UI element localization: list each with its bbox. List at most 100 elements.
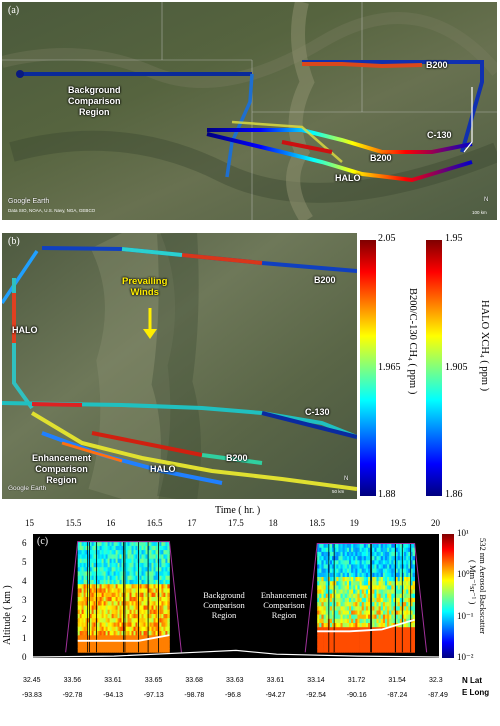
- curtain-cell: [332, 543, 335, 549]
- curtain-cell: [338, 610, 341, 616]
- panel-b-label: (b): [8, 236, 20, 247]
- curtain-cell: [363, 581, 367, 586]
- curtain-cell: [115, 584, 118, 589]
- latitude-tick: 33.63: [226, 677, 244, 684]
- curtain-cell: [344, 560, 348, 565]
- curtain-cell: [151, 618, 154, 623]
- curtain-cell: [378, 614, 382, 620]
- curtain-cell: [365, 560, 369, 565]
- panel-a-label: (a): [8, 5, 20, 16]
- curtain-cell: [125, 554, 128, 560]
- curtain-cell: [361, 568, 365, 574]
- curtain-cell: [329, 597, 333, 603]
- curtain-cell: [155, 550, 158, 555]
- curtain-cell: [161, 541, 164, 547]
- curtain-cell: [412, 610, 415, 616]
- curtain-cell: [317, 585, 320, 590]
- curtain-cell: [79, 541, 83, 547]
- curtain-cell: [131, 643, 134, 649]
- curtain-cell: [378, 543, 382, 549]
- curtain-cell: [129, 588, 132, 594]
- curtain-cell: [355, 597, 358, 603]
- curtain-cell: [127, 605, 130, 611]
- curtain-cell: [387, 543, 390, 549]
- curtain-cell: [83, 550, 86, 555]
- curtain-cell: [161, 550, 164, 555]
- curtain-cell: [129, 567, 132, 572]
- curtain-cell: [81, 571, 84, 577]
- curtain-cell: [363, 547, 367, 553]
- curtain-cell: [387, 623, 390, 628]
- curtain-cell: [412, 581, 415, 586]
- curtain-cell: [119, 554, 122, 560]
- curtain-cell: [317, 581, 320, 586]
- curtain-cell: [113, 554, 116, 560]
- curtain-cell: [165, 631, 168, 636]
- curtain-cell: [385, 606, 388, 611]
- curtain-cell: [355, 568, 358, 574]
- curtain-cell: [111, 626, 114, 632]
- curtain-cell: [143, 571, 146, 577]
- panel-a-satellite: [2, 2, 497, 220]
- curtain-cell: [376, 585, 379, 590]
- curtain-cell: [139, 567, 142, 572]
- curtain-cell: [167, 609, 170, 615]
- curtain-cell: [376, 639, 379, 645]
- curtain-cell: [380, 568, 384, 574]
- curtain-cell: [342, 564, 346, 569]
- curtain-cell: [340, 623, 343, 628]
- curtain-cell: [340, 581, 343, 586]
- curtain-cell: [141, 584, 144, 589]
- curtain-cell: [340, 627, 343, 632]
- curtain-cell: [346, 556, 350, 561]
- curtain-cell: [387, 551, 390, 557]
- curtain-cell: [113, 622, 116, 628]
- curtain-cell: [101, 562, 104, 568]
- curtain-cell: [361, 648, 365, 653]
- curtain-cell: [161, 601, 164, 606]
- curtain-cell: [91, 618, 94, 623]
- curtain-cell: [389, 581, 392, 586]
- curtain-cell: [353, 610, 356, 616]
- curtain-cell: [363, 623, 367, 628]
- curtain-cell: [97, 597, 100, 602]
- curtain-cell: [165, 643, 168, 649]
- curtain-cell: [113, 639, 116, 645]
- curtain-cell: [361, 585, 365, 590]
- curtain-cell: [111, 562, 114, 568]
- curtain-cell: [149, 622, 152, 628]
- curtain-cell: [399, 597, 403, 603]
- curtain-cell: [91, 588, 94, 594]
- curtain-cell: [385, 577, 388, 582]
- curtain-cell: [91, 567, 94, 572]
- curtain-cell: [355, 564, 358, 569]
- curtain-cell: [319, 585, 322, 590]
- curtain-cell: [323, 610, 327, 616]
- curtain-cell: [105, 567, 108, 572]
- curtain-cell: [397, 585, 401, 590]
- curtain-cell: [153, 631, 156, 636]
- curtain-cell: [135, 614, 138, 619]
- curtain-cell: [344, 606, 348, 611]
- curtain-cell: [342, 627, 346, 632]
- curtain-cell: [401, 572, 405, 578]
- curtain-cell: [325, 568, 329, 574]
- curtain-cell: [359, 543, 363, 549]
- curtain-cell: [351, 610, 354, 616]
- north-arrow-b: N: [344, 476, 349, 482]
- curtain-cell: [79, 545, 83, 551]
- curtain-cell: [81, 635, 84, 640]
- curtain-cell: [129, 631, 132, 636]
- curtain-cell: [117, 567, 120, 572]
- longitude-tick: -98.78: [184, 692, 205, 699]
- curtain-cell: [109, 635, 112, 640]
- curtain-cell: [404, 597, 407, 603]
- curtain-cell: [368, 614, 371, 620]
- curtain-cell: [87, 550, 90, 555]
- curtain-cell: [117, 545, 120, 551]
- curtain-cell: [165, 562, 168, 568]
- curtain-cell: [167, 541, 170, 547]
- curtain-cell: [317, 593, 320, 599]
- curtain-cell: [139, 554, 142, 560]
- curtain-cell: [127, 545, 130, 551]
